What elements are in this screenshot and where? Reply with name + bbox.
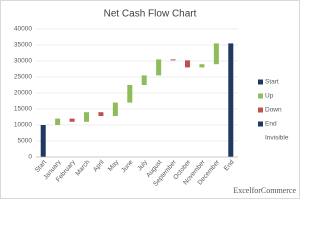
- legend-swatch: [258, 93, 263, 99]
- chart-border: [0, 0, 300, 199]
- bar: [55, 118, 61, 125]
- y-tick-label: 20000: [14, 90, 32, 97]
- chart: Net Cash Flow Chart ExcelforCommerce 0 50…: [0, 0, 300, 199]
- bar: [228, 43, 234, 157]
- legend-label: End: [265, 121, 277, 128]
- y-tick-label: 30000: [14, 58, 32, 65]
- legend-label: Up: [265, 93, 274, 100]
- y-tick-label: 15000: [14, 106, 32, 113]
- bar: [127, 85, 133, 103]
- watermark: ExcelforCommerce: [233, 186, 296, 195]
- bar: [84, 112, 89, 122]
- bar: [98, 112, 104, 117]
- bar: [40, 125, 46, 157]
- bar: [156, 59, 162, 76]
- chart-title: Net Cash Flow Chart: [104, 9, 197, 20]
- legend-swatch: [258, 121, 263, 127]
- y-tick-label: 0: [28, 154, 32, 161]
- y-tick-label: 25000: [14, 74, 32, 81]
- legend-label: Start: [265, 79, 279, 86]
- bar: [185, 60, 190, 68]
- bar: [141, 75, 147, 85]
- bar: [112, 102, 118, 117]
- y-tick-label: 35000: [14, 42, 32, 49]
- bar: [199, 64, 205, 68]
- legend-label: Invisible: [265, 135, 289, 142]
- y-tick-label: 40000: [14, 26, 32, 33]
- bar: [213, 43, 219, 65]
- y-tick-label: 5000: [18, 138, 33, 145]
- y-tick-label: 10000: [14, 122, 32, 129]
- legend-swatch: [258, 79, 263, 85]
- legend-label: Down: [265, 107, 282, 114]
- bar: [69, 118, 75, 122]
- bar: [170, 59, 176, 61]
- legend-swatch: [258, 107, 263, 113]
